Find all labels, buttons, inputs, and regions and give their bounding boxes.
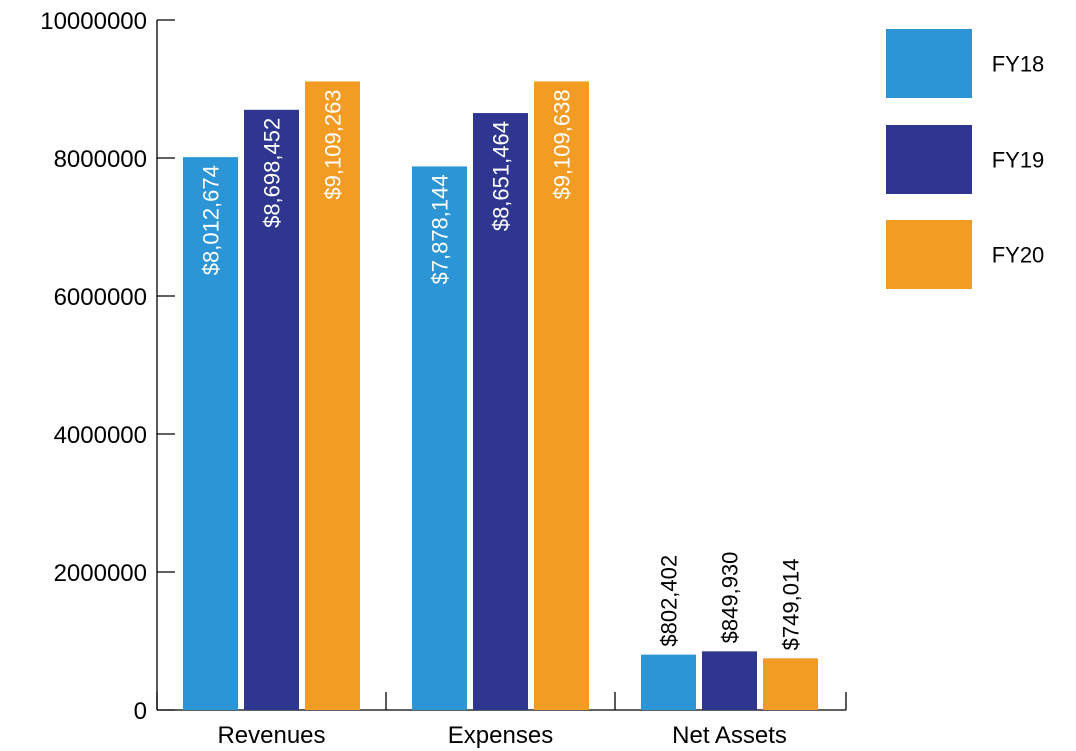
legend-swatch <box>886 220 972 289</box>
bar <box>473 113 528 711</box>
legend-swatch <box>886 29 972 98</box>
bar <box>763 658 818 710</box>
bar-value-label: $7,878,144 <box>428 174 453 284</box>
bar-value-label: $8,698,452 <box>260 118 285 228</box>
bar-value-label: $8,651,464 <box>489 121 514 231</box>
bar <box>183 157 238 710</box>
bar-labels: $8,012,674 $8,698,452 $9,109,263 $7,878,144… <box>199 89 804 650</box>
legend-swatch <box>886 125 972 194</box>
x-axis: Revenues Expenses Net Assets <box>156 692 847 749</box>
bar <box>641 654 696 710</box>
bars <box>183 81 818 711</box>
x-category-label: Net Assets <box>672 722 787 749</box>
bar <box>244 109 299 710</box>
bar-value-label: $9,109,263 <box>321 89 346 199</box>
y-tick-label: 4000000 <box>54 422 147 449</box>
y-tick-label: 10000000 <box>40 8 147 35</box>
bar <box>702 651 757 710</box>
legend-label: FY18 <box>992 52 1045 77</box>
bar-value-label: $8,012,674 <box>199 165 224 275</box>
legend-label: FY19 <box>992 148 1045 173</box>
bar <box>412 166 467 710</box>
legend-label: FY20 <box>992 243 1045 268</box>
y-tick-label: 6000000 <box>54 284 147 311</box>
x-category-label: Expenses <box>448 722 553 749</box>
bar-value-label: $849,930 <box>718 552 743 644</box>
x-category-label: Revenues <box>217 722 325 749</box>
bar <box>534 81 589 710</box>
bar-value-label: $749,014 <box>779 559 804 651</box>
y-axis: 0 2000000 4000000 6000000 8000000 10000000 <box>40 8 175 725</box>
y-tick-label: 0 <box>134 698 147 725</box>
bar <box>305 81 360 710</box>
bar-value-label: $802,402 <box>657 555 682 647</box>
y-tick-label: 8000000 <box>54 146 147 173</box>
y-tick-label: 2000000 <box>54 560 147 587</box>
legend: FY18 FY19 FY20 <box>886 29 1044 289</box>
bar-value-label: $9,109,638 <box>550 89 575 199</box>
